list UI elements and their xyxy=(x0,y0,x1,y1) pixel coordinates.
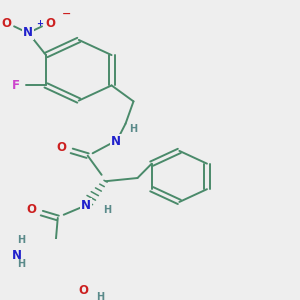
Text: +: + xyxy=(36,19,43,28)
Text: H: H xyxy=(17,259,25,269)
Text: N: N xyxy=(81,199,91,212)
Text: F: F xyxy=(12,79,20,92)
Text: N: N xyxy=(111,135,121,148)
Text: O: O xyxy=(57,141,67,154)
Text: N: N xyxy=(12,249,22,262)
Text: O: O xyxy=(27,203,37,216)
Text: O: O xyxy=(45,16,55,30)
Text: H: H xyxy=(130,124,138,134)
Text: O: O xyxy=(1,16,11,30)
Text: N: N xyxy=(23,26,33,39)
Text: H: H xyxy=(103,205,112,215)
Text: −: − xyxy=(62,9,71,19)
Text: H: H xyxy=(96,292,104,300)
Text: O: O xyxy=(79,284,89,297)
Text: H: H xyxy=(17,235,25,245)
